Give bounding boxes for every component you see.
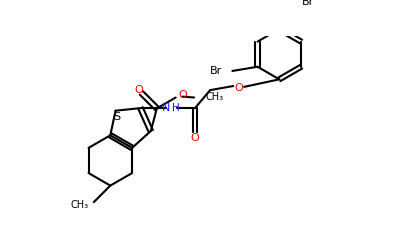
Text: O: O xyxy=(235,83,244,93)
Text: H: H xyxy=(172,103,180,113)
Text: N: N xyxy=(162,103,171,113)
Text: O: O xyxy=(178,90,187,100)
Text: Br: Br xyxy=(302,0,314,7)
Text: CH₃: CH₃ xyxy=(206,92,224,103)
Text: Br: Br xyxy=(210,66,222,76)
Text: O: O xyxy=(191,133,200,143)
Text: O: O xyxy=(134,85,143,95)
Text: CH₃: CH₃ xyxy=(70,200,89,210)
Text: S: S xyxy=(113,112,120,122)
